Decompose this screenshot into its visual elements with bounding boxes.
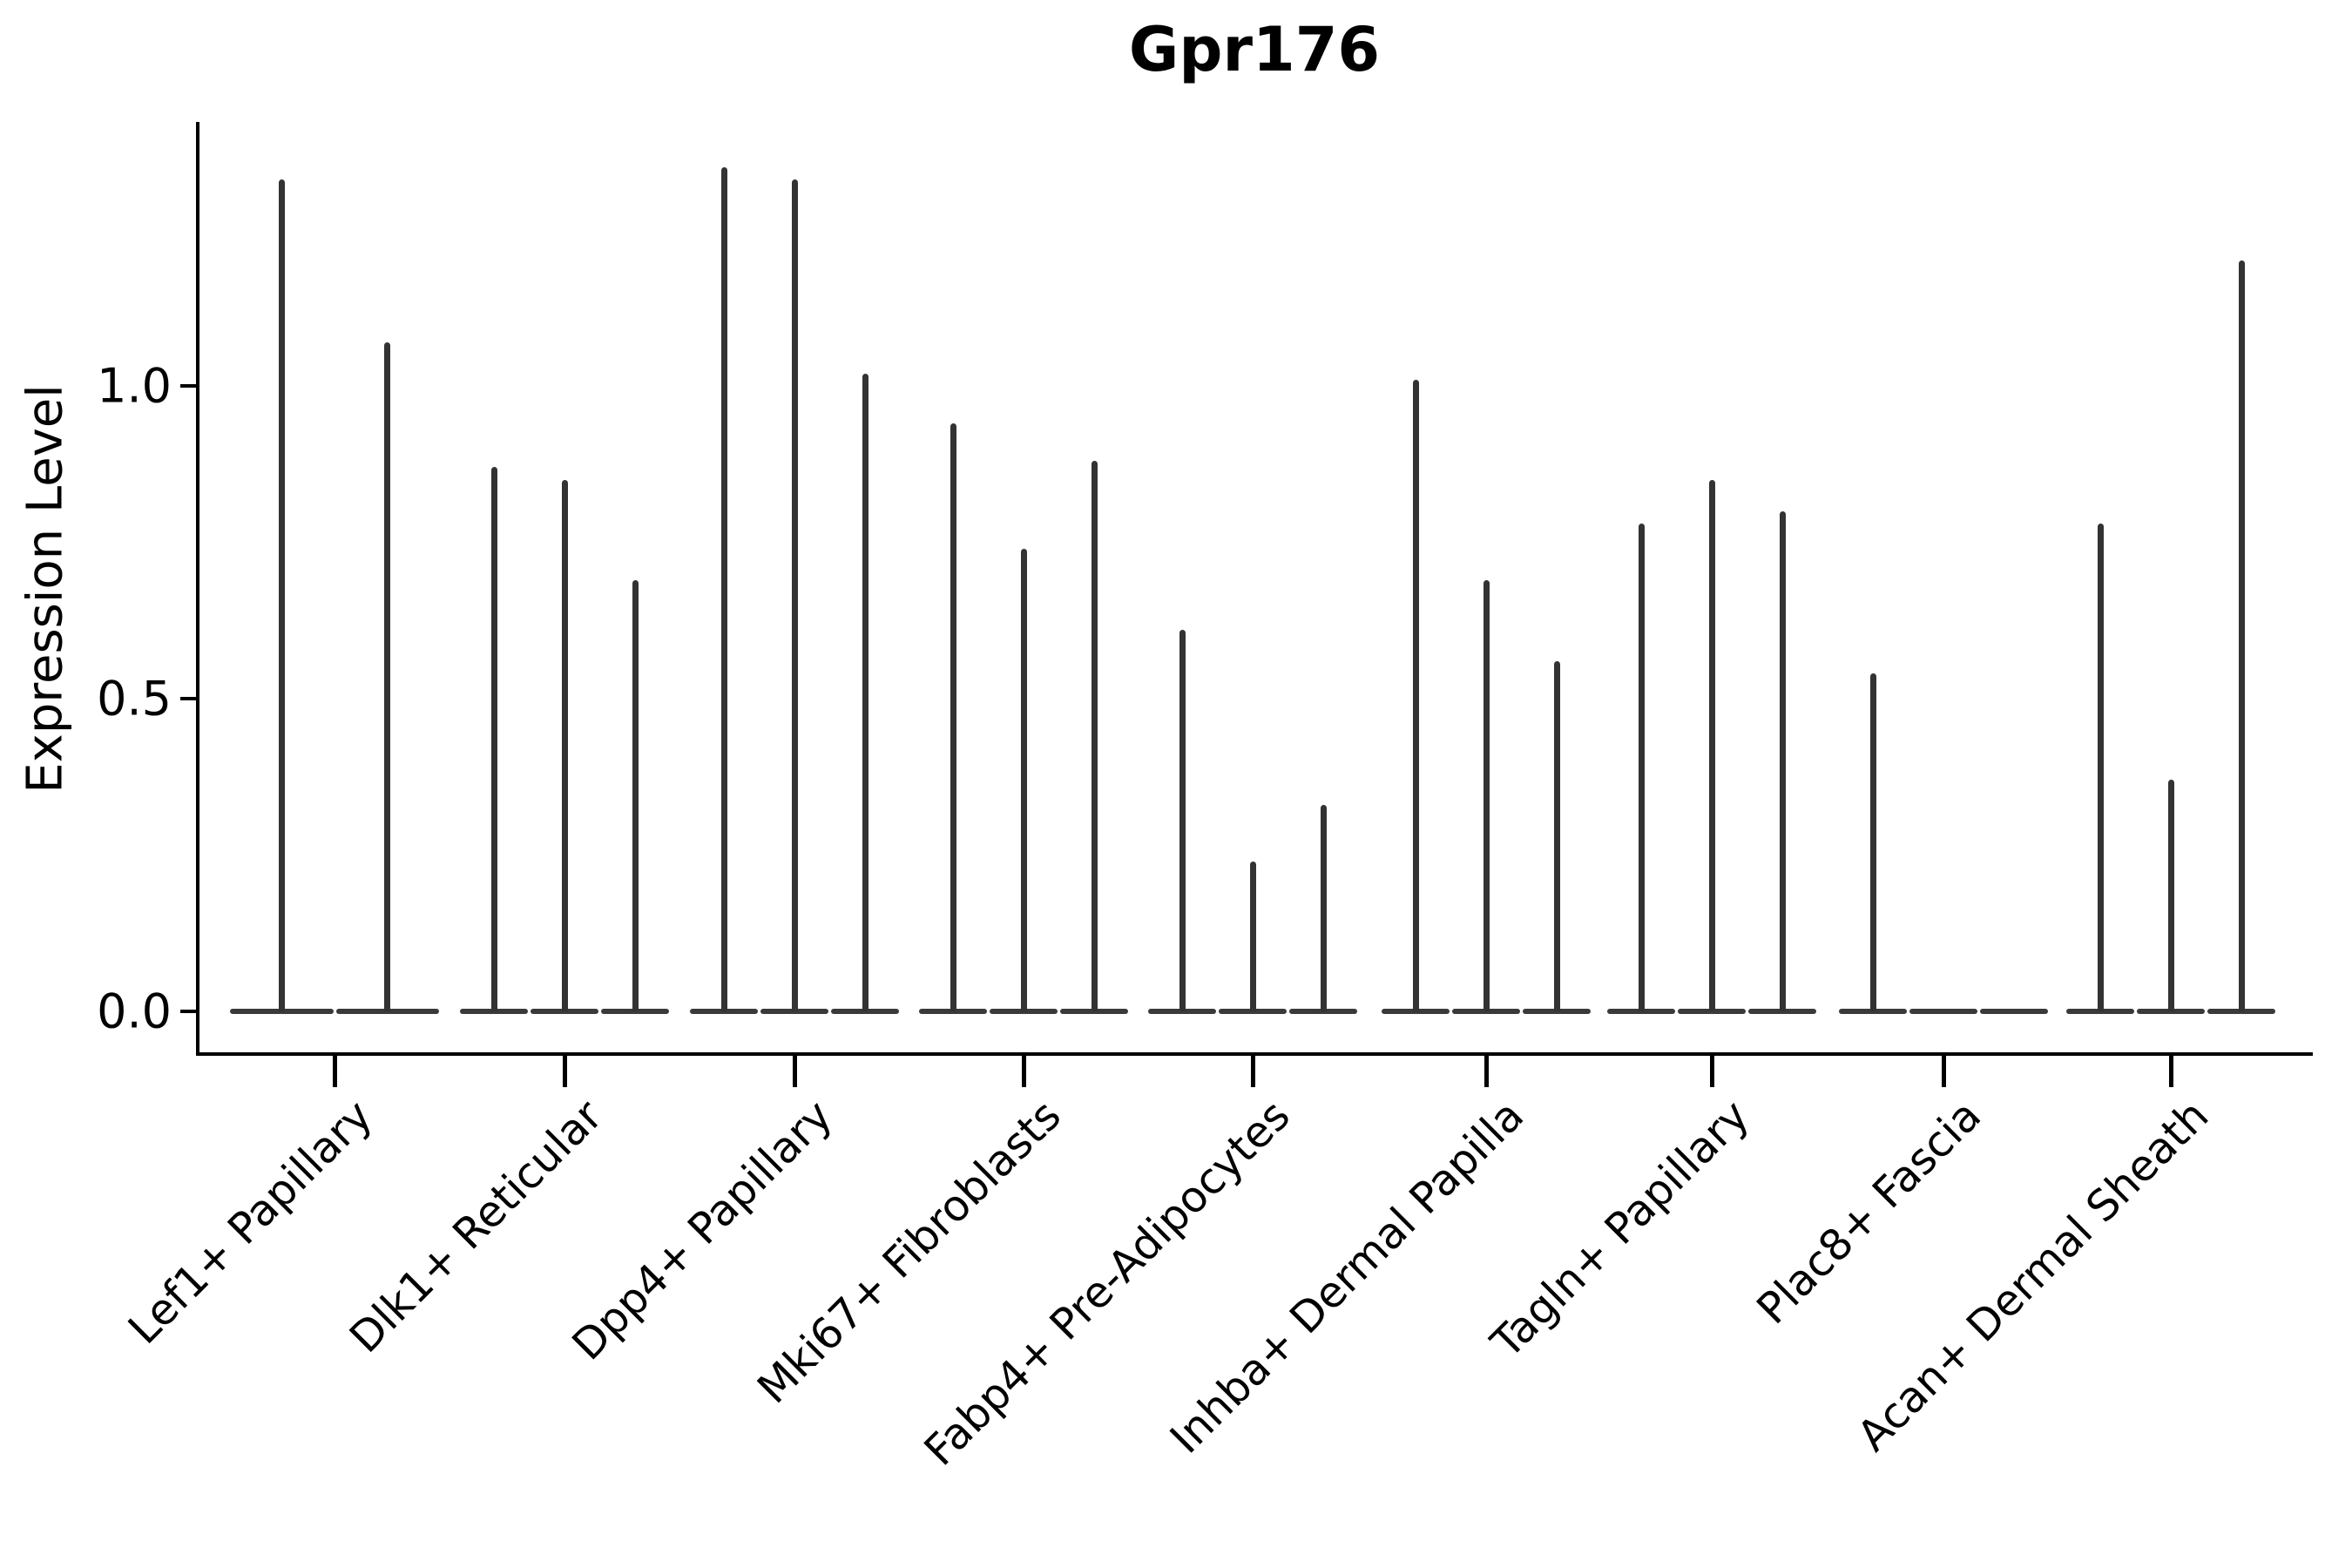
x-category-label: Lef1+ Papillary	[118, 1091, 382, 1355]
chart-title: Gpr176	[1128, 14, 1381, 85]
violin-body-flat	[1678, 1009, 1746, 1014]
x-tick-mark	[562, 1056, 567, 1087]
y-tick-label: 0.5	[97, 671, 172, 727]
violin-spike	[1553, 660, 1560, 1011]
violin-body-flat	[831, 1009, 899, 1014]
y-tick-mark	[180, 697, 196, 700]
x-category-label: Plac8+ Fascia	[1747, 1091, 1991, 1335]
x-axis-spine	[196, 1052, 2313, 1056]
violin-spike	[2238, 260, 2245, 1011]
violin-body-flat	[1060, 1009, 1128, 1014]
violin-spike	[2167, 780, 2174, 1011]
violin-spike	[1483, 579, 1490, 1011]
violin-body-flat	[690, 1009, 758, 1014]
x-tick-mark	[1250, 1056, 1255, 1087]
violin-body-flat	[1219, 1009, 1287, 1014]
violin-spike	[632, 579, 639, 1011]
y-tick-label: 0.0	[97, 983, 172, 1039]
violin-spike	[1020, 548, 1027, 1011]
violin-spike	[561, 479, 568, 1011]
violin-body-flat	[1980, 1009, 2048, 1014]
violin-body-flat	[919, 1009, 987, 1014]
violin-spike	[720, 166, 727, 1011]
violin-body-flat	[335, 1009, 439, 1014]
violin-body-flat	[1839, 1009, 1907, 1014]
x-tick-mark	[2168, 1056, 2173, 1087]
violin-body-flat	[1452, 1009, 1520, 1014]
x-tick-mark	[1941, 1056, 1946, 1087]
violin-body-flat	[1382, 1009, 1450, 1014]
violin-body-flat	[1289, 1009, 1357, 1014]
violin-spike	[1708, 479, 1715, 1011]
x-tick-mark	[332, 1056, 337, 1087]
x-category-label: Dlk1+ Reticular	[340, 1091, 612, 1362]
x-tick-mark	[1484, 1056, 1489, 1087]
violin-body-flat	[531, 1009, 598, 1014]
violin-spike	[791, 179, 798, 1011]
violin-body-flat	[601, 1009, 669, 1014]
violin-spike	[384, 341, 391, 1011]
violin-body-flat	[230, 1009, 334, 1014]
violin-spike	[1179, 630, 1186, 1011]
violin-body-flat	[760, 1009, 828, 1014]
violin-body-flat	[2066, 1009, 2134, 1014]
violin-spike	[1779, 510, 1786, 1011]
y-axis-label: Expression Level	[17, 384, 74, 794]
violin-body-flat	[460, 1009, 528, 1014]
violin-body-flat	[990, 1009, 1058, 1014]
violin-body-flat	[1748, 1009, 1816, 1014]
y-tick-label: 1.0	[97, 358, 172, 414]
violin-spike	[1091, 461, 1098, 1011]
x-tick-mark	[1709, 1056, 1714, 1087]
violin-spike	[950, 423, 956, 1011]
violin-spike	[490, 467, 497, 1011]
violin-spike	[1869, 673, 1876, 1011]
x-category-label: Fabp4+ Pre-Adipocytes	[915, 1091, 1301, 1476]
x-tick-mark	[792, 1056, 797, 1087]
y-axis-spine	[196, 122, 199, 1056]
violin-body-flat	[1523, 1009, 1591, 1014]
violin-spike	[278, 179, 285, 1011]
violin-spike	[2097, 523, 2104, 1011]
x-tick-mark	[1021, 1056, 1026, 1087]
violin-body-flat	[1148, 1009, 1216, 1014]
y-tick-mark	[180, 1010, 196, 1013]
violin-body-flat	[2207, 1009, 2275, 1014]
violin-spike	[1249, 861, 1256, 1011]
violin-spike	[1638, 523, 1645, 1011]
violin-body-flat	[1909, 1009, 1977, 1014]
y-tick-mark	[180, 384, 196, 388]
violin-spike	[862, 373, 868, 1011]
violin-spike	[1320, 805, 1327, 1011]
violin-spike	[1412, 379, 1419, 1011]
violin-body-flat	[1607, 1009, 1675, 1014]
violin-body-flat	[2137, 1009, 2205, 1014]
